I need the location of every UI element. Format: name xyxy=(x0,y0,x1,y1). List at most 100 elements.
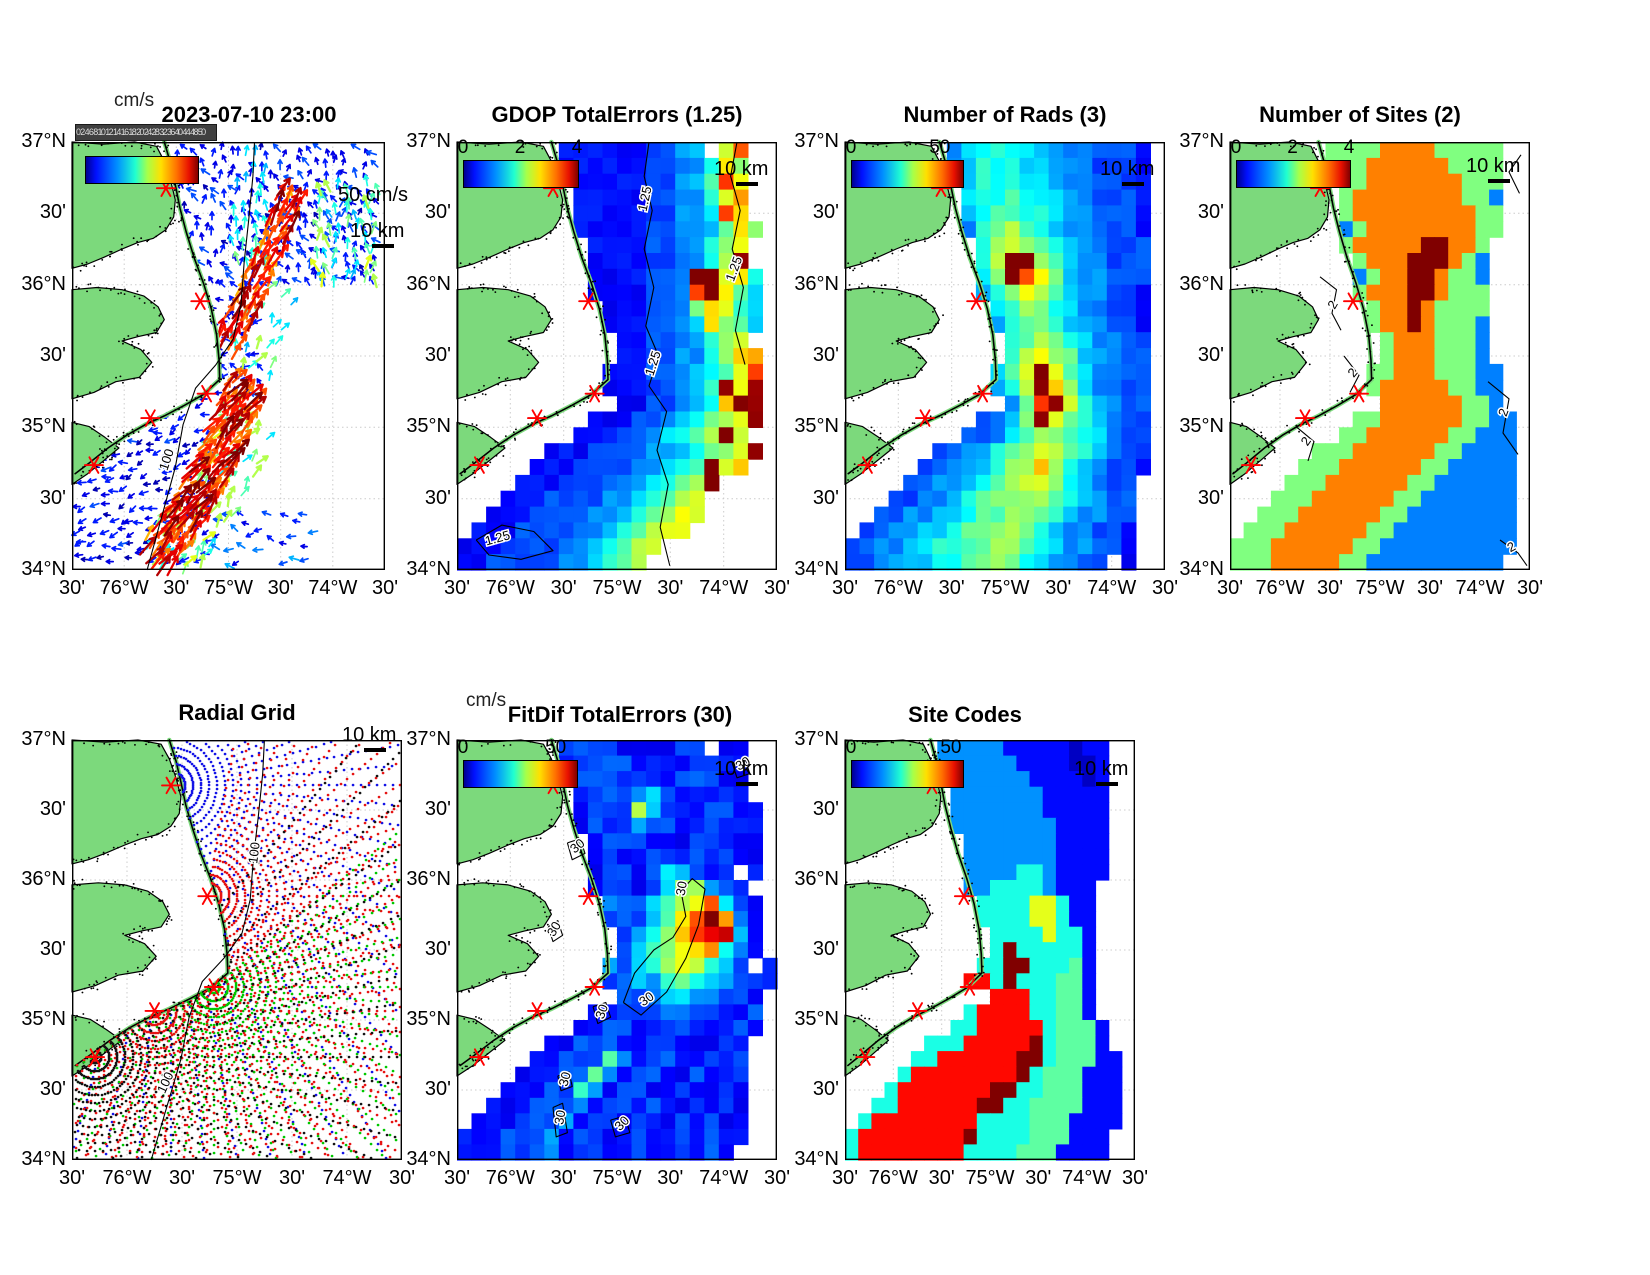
scale-bar xyxy=(736,782,758,786)
colorbar-tick-label: 0 xyxy=(845,137,857,158)
y-axis-tick-label: 35°N xyxy=(406,1008,451,1030)
site-asterisk xyxy=(88,456,100,474)
colorbar-unit-label: cm/s xyxy=(114,90,155,111)
axes-frame xyxy=(71,739,403,1161)
panel-title-gdop: GDOP TotalErrors (1.25) xyxy=(491,102,743,127)
colorbar-tick-label: 0 xyxy=(1230,137,1242,158)
site-asterisk xyxy=(859,1048,871,1066)
x-axis-tick-label: 30' xyxy=(267,577,294,599)
scale-label: 10 km xyxy=(1466,155,1521,177)
radar-site-markers xyxy=(1241,179,1369,474)
y-axis-tick-label: 30' xyxy=(39,1078,66,1100)
x-axis-tick-label: 30' xyxy=(1316,577,1344,599)
x-axis-tick-label: 76°W xyxy=(873,577,923,599)
y-axis-tick-label: 30' xyxy=(424,344,451,366)
x-axis-tick-label: 30' xyxy=(928,1167,955,1189)
x-axis-tick-label: 76°W xyxy=(102,1167,152,1189)
heatmap-cells xyxy=(845,142,1151,571)
heatmap-cells xyxy=(457,142,763,571)
y-axis-tick-label: 34°N xyxy=(21,558,66,580)
scale-bar xyxy=(364,748,386,752)
x-axis-tick-label: 30' xyxy=(550,577,577,599)
site-asterisk xyxy=(582,887,594,905)
site-asterisk xyxy=(1347,292,1359,310)
scale-bar xyxy=(1096,782,1118,786)
colorbar-unit-label: cm/s xyxy=(466,690,507,711)
y-axis-tick-label: 36°N xyxy=(21,868,66,890)
y-axis-tick-label: 30' xyxy=(424,1078,451,1100)
x-axis-tick-label: 30' xyxy=(371,577,399,599)
y-axis-tick-label: 35°N xyxy=(406,415,451,438)
contour-label: 30 xyxy=(673,880,690,897)
colorbar-tick-label: 50 xyxy=(545,737,567,758)
site-asterisk xyxy=(919,409,931,427)
contour-label: 30 xyxy=(551,1109,568,1126)
colorbar-tick-label: 4 xyxy=(1343,137,1355,158)
x-axis-tick-label: 74°W xyxy=(322,1167,372,1189)
colorbar-tick-label: 2 xyxy=(1287,137,1298,158)
scale-label: 10 km xyxy=(714,158,769,180)
y-axis-tick-label: 30' xyxy=(812,938,839,960)
x-axis-tick-label: 75°W xyxy=(965,1167,1015,1189)
map-numrads xyxy=(844,139,1166,571)
axes-frame xyxy=(456,141,778,571)
scale-bar xyxy=(1488,179,1510,183)
site-asterisk xyxy=(144,409,156,427)
contour-label: 30 xyxy=(592,1002,611,1021)
x-axis-tick-label: 30' xyxy=(1121,1167,1149,1189)
y-axis-tick-label: 34°N xyxy=(406,558,451,580)
y-axis-tick-label: 34°N xyxy=(406,1148,451,1170)
y-axis-tick-label: 30' xyxy=(424,938,451,960)
scale-label: 10 km xyxy=(342,724,397,746)
axes-frame xyxy=(456,739,778,1161)
x-axis-tick-label: 75°W xyxy=(203,577,254,599)
x-axis-tick-label: 74°W xyxy=(308,577,358,599)
x-axis-tick-label: 75°W xyxy=(212,1167,262,1189)
panel-title-radialgrid: Radial Grid xyxy=(178,700,296,725)
x-axis-tick-label: 30' xyxy=(831,1167,859,1189)
contour-label: 30 xyxy=(556,1070,574,1088)
x-axis-tick-label: 30' xyxy=(1416,577,1444,599)
y-axis-tick-label: 30' xyxy=(1197,486,1224,509)
x-axis-tick-label: 75°W xyxy=(980,577,1030,599)
site-asterisk xyxy=(582,292,594,310)
radar-site-markers xyxy=(85,776,224,1066)
x-axis-tick-label: 30' xyxy=(1045,577,1072,599)
x-axis-tick-label: 30' xyxy=(163,577,190,599)
y-axis-tick-label: 36°N xyxy=(1179,272,1224,295)
y-axis-tick-label: 37°N xyxy=(794,130,839,152)
scale-label: 10 km xyxy=(1100,158,1155,180)
y-axis-tick-label: 35°N xyxy=(21,1008,66,1030)
site-asterisk xyxy=(958,887,970,905)
x-axis-tick-label: 30' xyxy=(1516,577,1544,599)
site-asterisk xyxy=(1245,456,1257,474)
colorbar-tick-label: 50 xyxy=(929,137,951,158)
radar-site-markers xyxy=(857,179,993,474)
y-axis-tick-label: 34°N xyxy=(794,558,839,580)
x-axis-tick-label: 30' xyxy=(58,1167,86,1189)
y-axis-tick-label: 30' xyxy=(39,486,66,509)
y-axis-tick-label: 30' xyxy=(39,344,66,366)
map-sitecodes xyxy=(844,737,1136,1161)
axes-frame xyxy=(844,739,1136,1161)
site-asterisk xyxy=(1299,409,1311,427)
x-axis-tick-label: 76°W xyxy=(1255,577,1305,599)
site-asterisk xyxy=(964,978,976,996)
axes-frame xyxy=(844,141,1166,571)
y-axis-tick-label: 30' xyxy=(1197,201,1224,224)
colorbar-gdop xyxy=(463,160,579,188)
y-axis-tick-label: 30' xyxy=(424,798,451,820)
y-axis-tick-label: 30' xyxy=(39,798,66,820)
heatmap-cells xyxy=(845,740,1123,1161)
coast-stipple-dots xyxy=(458,142,612,481)
x-axis-tick-label: 74°W xyxy=(1455,577,1505,599)
colorbar-tick-label: 0 xyxy=(457,137,469,158)
colorbar-tick-label: 2 xyxy=(514,137,526,158)
contour-label: 1.25 xyxy=(635,185,655,213)
site-asterisk xyxy=(473,1048,485,1066)
site-asterisk xyxy=(861,456,873,474)
x-axis-tick-label: 30' xyxy=(657,577,684,599)
site-asterisk xyxy=(531,409,543,427)
